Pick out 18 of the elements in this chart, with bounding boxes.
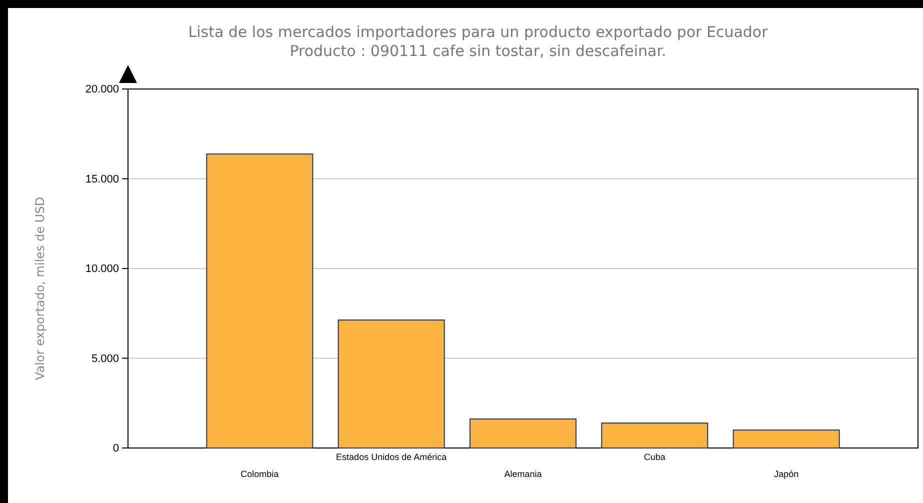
bar	[470, 418, 576, 448]
x-tick-label: Cuba	[644, 452, 666, 462]
x-tick-label: Estados Unidos de América	[336, 452, 447, 462]
bar	[338, 320, 445, 448]
y-tick-label: 0	[112, 442, 119, 455]
chart-subtitle: Producto : 090111 cafe sin tostar, sin descafeinar.	[290, 42, 666, 60]
y-tick-label: 15.000	[85, 173, 119, 186]
y-tick-label: 5.000	[91, 352, 119, 365]
x-tick-label: Colombia	[240, 469, 279, 480]
chart-title: Lista de los mercados importadores para un producto exportado por Ecuador	[188, 23, 769, 41]
y-axis-title: Valor exportado, miles de USD	[33, 196, 47, 380]
y-tick-label: 10.000	[85, 263, 119, 276]
bar	[732, 430, 840, 448]
bar	[601, 422, 708, 448]
x-tick-label: Japón	[774, 469, 799, 480]
y-tick-label: 20.000	[85, 84, 119, 96]
bar	[206, 153, 314, 448]
x-tick-label: Alemania	[504, 469, 542, 480]
